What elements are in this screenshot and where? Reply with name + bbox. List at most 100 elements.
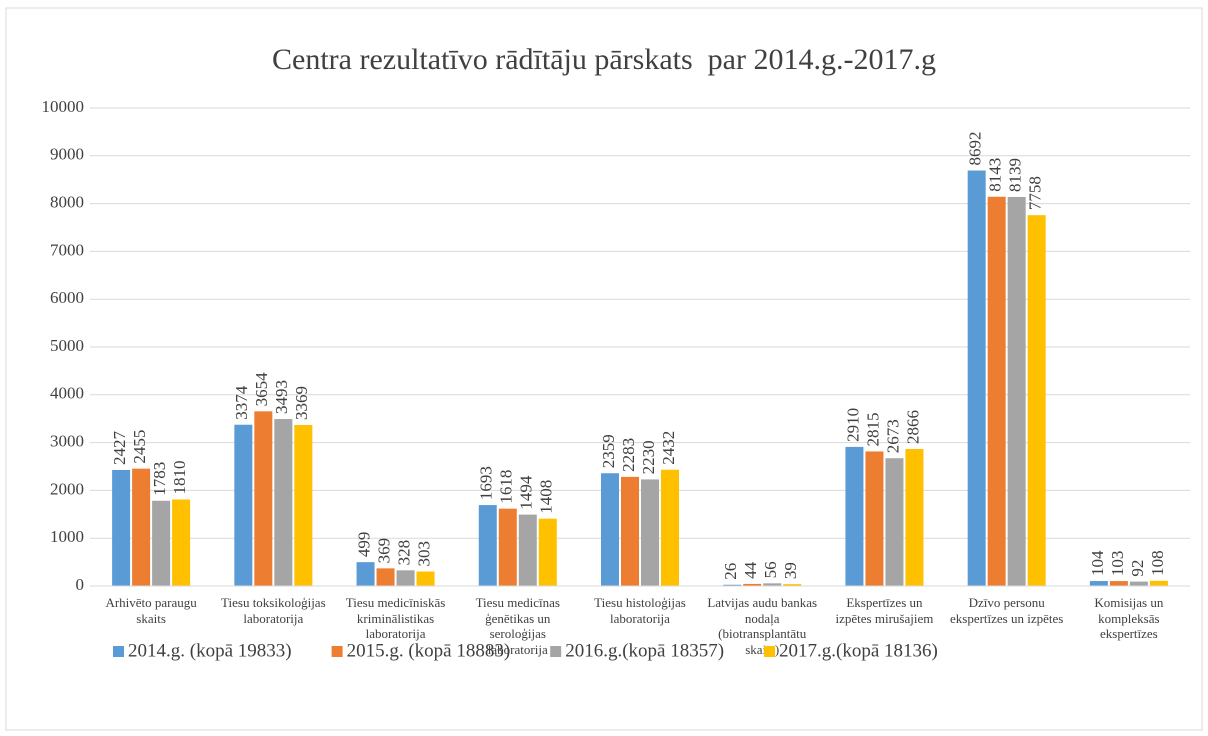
x-tick-label-box: Tiesu medicīniskās kriminālistikas labor… bbox=[346, 595, 446, 641]
y-tick-label: 6000 bbox=[50, 288, 84, 307]
bar bbox=[132, 468, 151, 586]
x-tick-label-box: Ekspertīzes un izpētes mirušajiem bbox=[835, 595, 934, 626]
legend-label: 2017.g.(kopā 18136) bbox=[779, 640, 938, 661]
bar bbox=[1149, 580, 1168, 586]
x-tick-label-box: Tiesu histoloģijas laboratorija bbox=[594, 595, 686, 626]
data-label: 92 bbox=[1128, 560, 1147, 577]
data-label: 369 bbox=[374, 538, 393, 564]
data-label: 2230 bbox=[639, 440, 658, 474]
y-tick-label: 4000 bbox=[50, 384, 84, 403]
y-tick-label: 1000 bbox=[50, 527, 84, 546]
data-label: 2815 bbox=[863, 412, 882, 446]
x-tick-label-box: Arhivēto paraugu skaits bbox=[105, 595, 197, 626]
bar bbox=[783, 584, 802, 586]
legend-label: 2015.g. (kopā 18883) bbox=[347, 640, 511, 661]
legend-swatch bbox=[331, 646, 343, 657]
y-tick-label: 8000 bbox=[50, 193, 84, 212]
bar bbox=[274, 419, 293, 586]
data-label: 26 bbox=[721, 563, 740, 580]
bar bbox=[987, 196, 1006, 587]
bar bbox=[254, 411, 273, 586]
data-label: 2427 bbox=[110, 430, 129, 465]
data-label: 108 bbox=[1148, 550, 1167, 576]
bar bbox=[112, 469, 131, 586]
data-label: 2359 bbox=[599, 434, 618, 468]
bar bbox=[845, 446, 864, 586]
bar bbox=[905, 449, 924, 586]
bar bbox=[234, 424, 253, 586]
bar bbox=[661, 469, 679, 586]
data-label: 8139 bbox=[1006, 158, 1025, 192]
x-tick-label-box: Tiesu toksikoloģijas laboratorija bbox=[221, 595, 326, 626]
data-label: 2455 bbox=[130, 430, 149, 464]
data-label: 39 bbox=[781, 562, 800, 579]
data-label: 3493 bbox=[272, 380, 291, 414]
data-label: 3369 bbox=[292, 386, 311, 420]
x-tick-label-box: Komisijas un kompleksās ekspertīzes bbox=[1094, 595, 1164, 642]
bar bbox=[356, 562, 375, 586]
data-label: 2432 bbox=[659, 431, 678, 465]
data-label: 2910 bbox=[843, 408, 862, 442]
x-tick-label: Arhivēto paraugu skaits bbox=[105, 595, 197, 626]
data-label: 8692 bbox=[966, 132, 985, 166]
bar bbox=[498, 508, 517, 586]
data-label: 2866 bbox=[903, 410, 922, 444]
legend-swatch bbox=[550, 646, 562, 657]
bar bbox=[723, 584, 742, 586]
data-label: 2283 bbox=[619, 438, 638, 472]
y-tick-label: 10000 bbox=[42, 97, 85, 116]
x-tick-label: Dzīvo personu ekspertīzes un izpētes bbox=[949, 595, 1064, 626]
x-tick-label: Komisijas un kompleksās ekspertīzes bbox=[1094, 595, 1164, 642]
data-label: 1693 bbox=[477, 466, 496, 500]
data-label: 1494 bbox=[517, 475, 536, 510]
data-label: 499 bbox=[354, 532, 373, 558]
data-label: 56 bbox=[761, 561, 780, 578]
bar bbox=[294, 424, 313, 586]
data-label: 2673 bbox=[883, 419, 902, 453]
bar bbox=[885, 458, 904, 586]
data-label: 3374 bbox=[232, 385, 251, 419]
y-tick-label: 9000 bbox=[50, 145, 84, 164]
bar bbox=[1109, 581, 1128, 586]
data-label: 1618 bbox=[497, 470, 516, 504]
chart-title: Centra rezultatīvo rādītāju pārskats par… bbox=[272, 43, 936, 76]
bar bbox=[865, 451, 884, 586]
x-tick-label-box: Dzīvo personu ekspertīzes un izpētes bbox=[949, 595, 1064, 626]
data-label: 104 bbox=[1088, 550, 1107, 576]
data-label: 328 bbox=[394, 540, 413, 566]
bar bbox=[376, 568, 395, 586]
data-label: 303 bbox=[414, 541, 433, 567]
x-tick-label: Ekspertīzes un izpētes mirušajiem bbox=[835, 595, 934, 626]
bar bbox=[763, 583, 782, 586]
bar bbox=[172, 499, 191, 586]
y-tick-label: 2000 bbox=[50, 479, 84, 498]
x-tick-label-box: Latvijas audu bankas nodaļa (biotranspla… bbox=[707, 595, 818, 657]
bar bbox=[396, 570, 415, 586]
data-label: 44 bbox=[741, 561, 760, 579]
legend-swatch bbox=[113, 646, 124, 657]
x-tick-label: Tiesu histoloģijas laboratorija bbox=[594, 595, 686, 626]
data-label: 1783 bbox=[150, 462, 169, 496]
data-label: 8143 bbox=[986, 158, 1005, 192]
data-label: 1408 bbox=[537, 480, 556, 514]
y-tick-label: 7000 bbox=[50, 240, 84, 259]
bar bbox=[1007, 196, 1026, 586]
bar bbox=[538, 518, 557, 586]
y-tick-label: 0 bbox=[76, 575, 85, 594]
bar bbox=[967, 170, 986, 586]
y-tick-label: 3000 bbox=[50, 432, 84, 451]
x-tick-label: Tiesu toksikoloģijas laboratorija bbox=[221, 595, 326, 626]
data-label: 1810 bbox=[170, 460, 189, 494]
y-tick-label: 5000 bbox=[50, 336, 84, 355]
bar bbox=[641, 479, 659, 586]
bar bbox=[1129, 581, 1148, 586]
bar bbox=[601, 473, 619, 586]
legend-label: 2016.g.(kopā 18357) bbox=[565, 640, 724, 661]
bar bbox=[621, 476, 639, 586]
data-label: 103 bbox=[1108, 551, 1127, 577]
legend-label: 2014.g. (kopā 19833) bbox=[128, 640, 292, 661]
x-tick-label: Latvijas audu bankas nodaļa (biotranspla… bbox=[707, 595, 818, 657]
bar bbox=[518, 514, 537, 586]
bar bbox=[1089, 581, 1108, 586]
